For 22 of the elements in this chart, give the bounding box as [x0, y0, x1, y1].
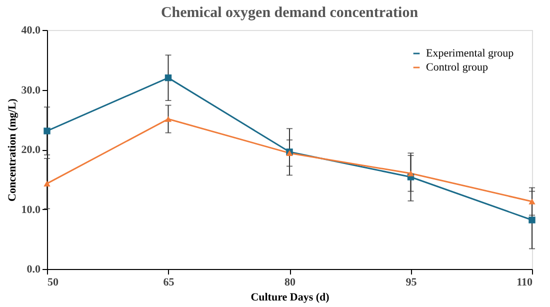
x-tick-label: 95: [406, 276, 418, 288]
y-axis-title: Concentration (mg/L): [6, 98, 18, 202]
y-tick-label: 0.0: [26, 264, 41, 276]
legend-label: Experimental group: [426, 48, 514, 60]
x-axis-title: Culture Days (d): [250, 292, 330, 304]
chart-title: Chemical oxygen demand concentration: [160, 5, 419, 21]
point: [528, 216, 536, 224]
y-tick-label: 30.0: [21, 84, 41, 96]
legend-label: Control group: [426, 62, 489, 74]
y-tick-label: 20.0: [21, 144, 41, 156]
point: [44, 180, 50, 186]
y-tick-label: 10.0: [21, 204, 41, 216]
x-tick-label: 65: [163, 276, 175, 288]
x-tick-label: 50: [48, 276, 59, 288]
point: [44, 128, 50, 134]
point: [164, 74, 172, 82]
x-tick-label: 110: [516, 276, 533, 288]
point: [407, 170, 414, 176]
x-tick-label: 80: [284, 276, 296, 288]
point: [528, 198, 536, 204]
y-tick-label: 40.0: [21, 24, 41, 36]
point: [164, 116, 172, 122]
